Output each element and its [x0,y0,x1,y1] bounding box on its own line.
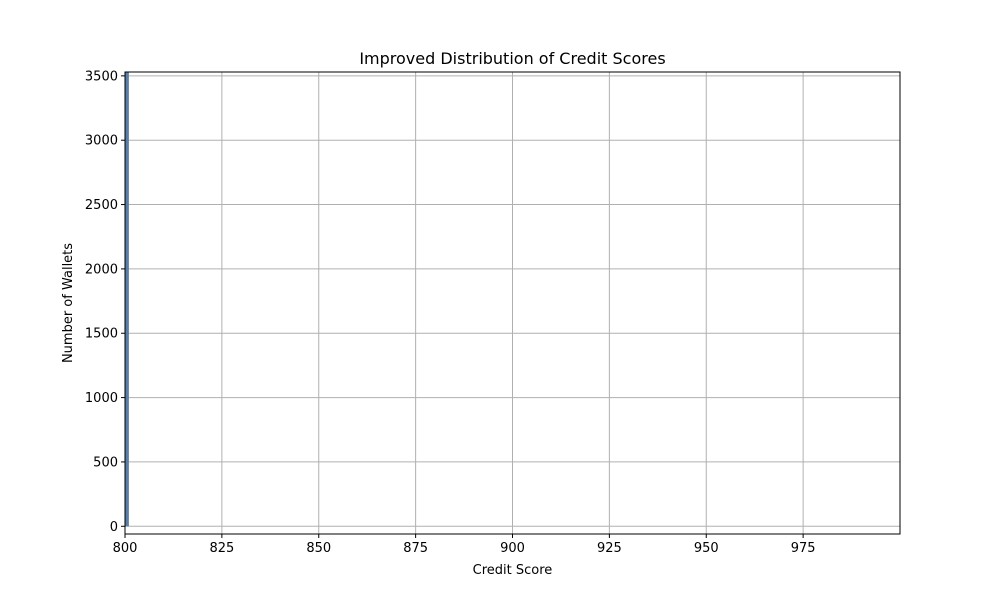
x-axis-ticks: 800 825 850 875 900 925 950 975 [113,534,816,556]
x-axis-label: Credit Score [473,563,553,578]
x-tick-label: 875 [403,541,428,556]
y-tick-label: 0 [110,520,118,535]
y-tick-label: 500 [93,455,118,470]
y-axis-ticks: 0 500 1000 1500 2000 2500 3000 3500 [85,69,125,535]
x-tick-label: 825 [209,541,234,556]
y-axis-label: Number of Wallets [61,243,76,363]
x-tick-label: 800 [113,541,138,556]
y-tick-label: 2500 [85,198,118,213]
y-tick-label: 3500 [85,69,118,84]
histogram-bar [125,72,129,527]
y-tick-label: 1500 [85,327,118,342]
x-tick-label: 850 [306,541,331,556]
y-tick-label: 1000 [85,391,118,406]
x-tick-label: 975 [791,541,816,556]
y-tick-label: 2000 [85,262,118,277]
chart-title: Improved Distribution of Credit Scores [359,49,665,68]
histogram-bars [125,72,129,527]
x-tick-label: 950 [694,541,719,556]
x-tick-label: 925 [597,541,622,556]
x-tick-label: 900 [500,541,525,556]
y-tick-label: 3000 [85,134,118,149]
grid-lines [124,72,900,534]
